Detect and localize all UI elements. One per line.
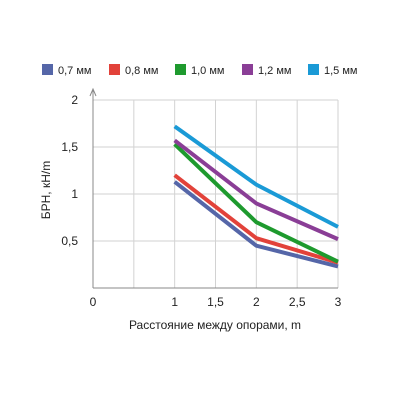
legend-swatch — [42, 64, 53, 75]
x-tick-label: 1,5 — [207, 295, 224, 309]
legend-label: 0,7 мм — [58, 65, 91, 77]
y-axis-label: БРН, кН/m — [39, 161, 53, 219]
legend-label: 1,5 мм — [324, 65, 357, 77]
legend-swatch — [175, 64, 186, 75]
chart-grid — [93, 99, 339, 288]
chart-axes — [89, 87, 338, 289]
x-tick-label: 2 — [253, 295, 260, 309]
x-tick-label: 3 — [335, 295, 342, 309]
chart-series — [173, 124, 339, 269]
y-axis-arrow — [89, 87, 97, 97]
x-tick-label: 1 — [171, 295, 178, 309]
legend-swatch — [109, 64, 120, 75]
series-line-5 — [173, 124, 339, 229]
y-tick-label: 1 — [71, 187, 78, 201]
x-tick-label: 2,5 — [289, 295, 306, 309]
series-line-1 — [173, 180, 339, 269]
y-tick-label: 1,5 — [61, 140, 78, 154]
chart-tick-labels: 0 1 1,5 2 2,5 3 0,5 1 1,5 2 — [61, 93, 341, 309]
series-line-4 — [173, 138, 339, 241]
series-line-3 — [173, 142, 339, 264]
y-tick-label: 0,5 — [61, 234, 78, 248]
series-line-2 — [173, 173, 339, 265]
y-tick-label: 2 — [71, 93, 78, 107]
x-axis-label: Расстояние между опорами, m — [129, 318, 301, 332]
legend-label: 1,0 мм — [191, 65, 224, 77]
legend-label: 0,8 мм — [125, 65, 158, 77]
legend-label: 1,2 мм — [258, 65, 291, 77]
legend-swatch — [242, 64, 253, 75]
legend-swatch — [308, 64, 319, 75]
x-tick-label: 0 — [90, 295, 97, 309]
chart-legend: 0,7 мм 0,8 мм 1,0 мм 1,2 мм 1,5 мм — [42, 64, 357, 77]
